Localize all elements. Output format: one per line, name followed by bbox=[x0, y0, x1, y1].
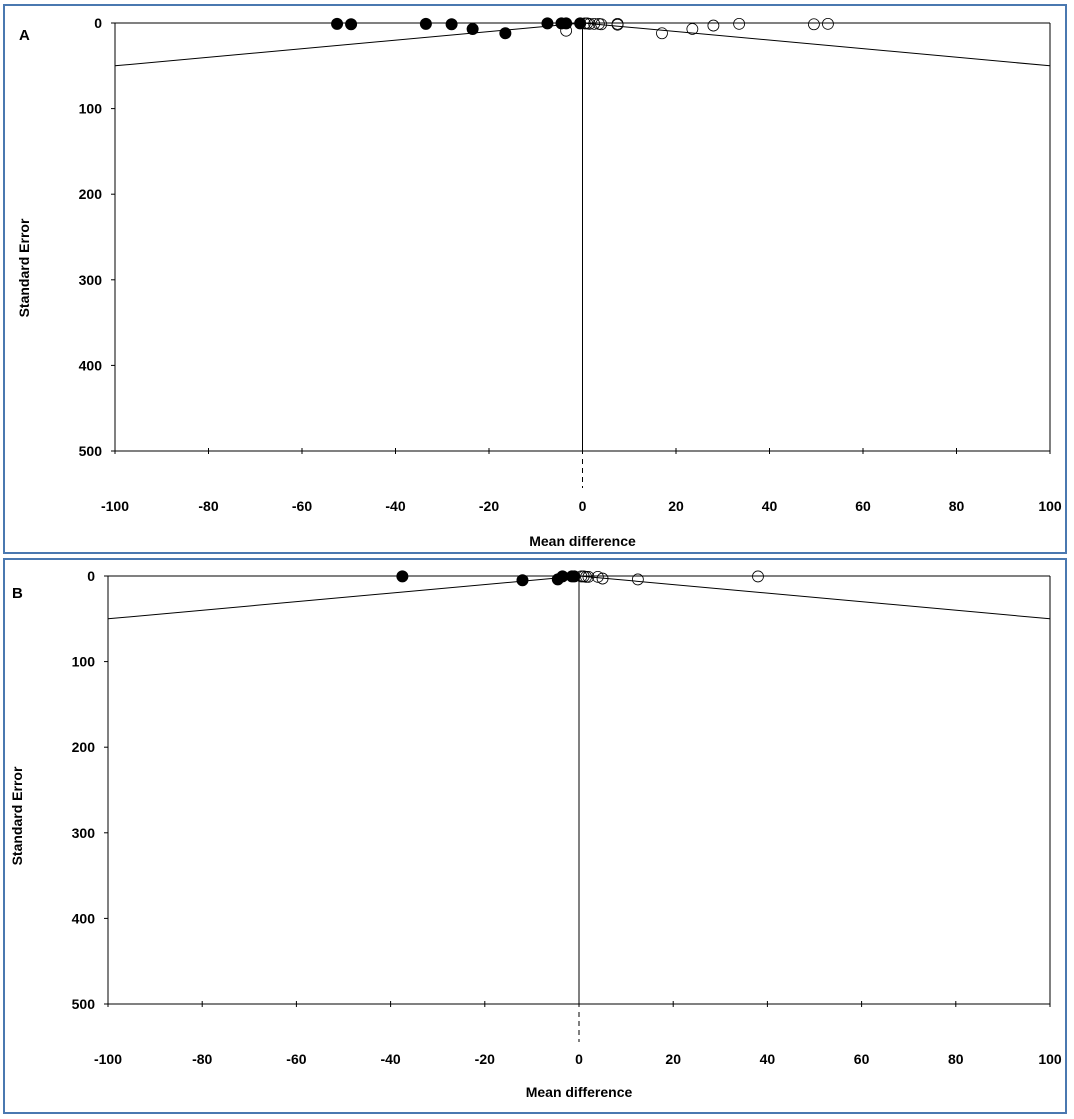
x-axis-title: Mean difference bbox=[526, 1084, 633, 1100]
x-axis-title: Mean difference bbox=[529, 533, 636, 549]
data-point-open bbox=[578, 17, 591, 30]
x-tick-label: 100 bbox=[1038, 498, 1062, 514]
data-point-open bbox=[583, 17, 596, 30]
x-tick-label: -60 bbox=[292, 498, 312, 514]
x-tick-label: 0 bbox=[579, 498, 587, 514]
data-point-open bbox=[596, 572, 609, 585]
data-point-open bbox=[591, 570, 604, 583]
data-point-filled bbox=[345, 18, 358, 31]
data-point-open bbox=[822, 17, 834, 30]
y-tick-label: 100 bbox=[79, 101, 103, 117]
funnel-right-line bbox=[582, 22, 1051, 67]
data-point-open bbox=[560, 24, 573, 37]
x-tick-label: 0 bbox=[575, 1051, 583, 1067]
data-point-open bbox=[575, 570, 588, 583]
x-tick-label: -100 bbox=[94, 1051, 122, 1067]
x-tick-label: 20 bbox=[665, 1051, 681, 1067]
y-tick-label: 100 bbox=[72, 654, 96, 670]
x-tick-label: 60 bbox=[854, 1051, 870, 1067]
y-axis-title: Standard Error bbox=[9, 766, 25, 865]
y-tick-label: 200 bbox=[72, 739, 96, 755]
panel-label-b: B bbox=[12, 585, 23, 602]
x-tick-label: -40 bbox=[380, 1051, 400, 1067]
data-point-filled bbox=[499, 27, 512, 40]
y-tick-label: 0 bbox=[87, 568, 95, 584]
data-point-open bbox=[656, 27, 668, 40]
x-tick-label: -80 bbox=[192, 1051, 212, 1067]
x-tick-label: -20 bbox=[479, 498, 499, 514]
data-point-open bbox=[752, 570, 764, 583]
data-point-open bbox=[631, 573, 644, 586]
data-point-filled bbox=[445, 18, 458, 31]
data-point-open bbox=[707, 19, 720, 32]
x-tick-label: -20 bbox=[475, 1051, 495, 1067]
x-tick-label: 80 bbox=[948, 1051, 964, 1067]
y-tick-label: 400 bbox=[72, 910, 96, 926]
x-tick-label: -80 bbox=[198, 498, 218, 514]
funnel-right-line bbox=[578, 575, 1051, 620]
y-tick-label: 400 bbox=[79, 357, 103, 373]
y-tick-label: 500 bbox=[79, 443, 103, 459]
chart-panel-b: B 0 100 200 300 400 500 -100 -80 -60 -40 -20 0 20 40 60… bbox=[3, 558, 1067, 1114]
x-tick-label: 20 bbox=[668, 498, 684, 514]
y-tick-label: 300 bbox=[72, 825, 96, 841]
y-axis-title: Standard Error bbox=[16, 218, 32, 317]
data-point-open bbox=[808, 18, 820, 31]
funnel-plot-a: A 0 100 200 300 400 500 -100 -80 -60 -40 -20 0 20 40 60… bbox=[16, 15, 1062, 549]
x-tick-label: 80 bbox=[949, 498, 965, 514]
x-tick-label: -60 bbox=[286, 1051, 306, 1067]
y-tick-label: 300 bbox=[79, 272, 103, 288]
y-tick-label: 200 bbox=[79, 186, 103, 202]
data-point-filled bbox=[396, 570, 409, 583]
data-point-filled bbox=[419, 17, 432, 30]
y-tick-label: 500 bbox=[72, 996, 96, 1012]
x-tick-label: 100 bbox=[1038, 1051, 1062, 1067]
data-point-filled bbox=[516, 574, 529, 587]
funnel-left-line bbox=[107, 575, 580, 620]
data-point-filled bbox=[541, 17, 554, 30]
data-point-open bbox=[686, 23, 699, 35]
x-tick-label: 40 bbox=[762, 498, 778, 514]
data-point-filled bbox=[574, 17, 587, 30]
x-tick-label: 60 bbox=[855, 498, 871, 514]
data-point-open bbox=[588, 17, 601, 30]
data-point-filled bbox=[466, 22, 479, 35]
panel-label-a: A bbox=[19, 27, 30, 44]
y-tick-label: 0 bbox=[94, 15, 102, 31]
x-tick-label: 40 bbox=[760, 1051, 776, 1067]
x-tick-label: -40 bbox=[385, 498, 405, 514]
data-point-open bbox=[595, 18, 608, 31]
chart-panel-a: A 0 100 200 300 400 500 -100 -80 -60 -40 -20 0 20 40 60… bbox=[3, 4, 1067, 554]
funnel-plot-b: B 0 100 200 300 400 500 -100 -80 -60 -40 -20 0 20 40 60… bbox=[9, 568, 1062, 1100]
data-point-open bbox=[733, 17, 746, 30]
data-point-open bbox=[582, 570, 595, 583]
data-point-open bbox=[580, 570, 592, 583]
data-point-open bbox=[611, 18, 624, 31]
data-point-filled bbox=[331, 17, 344, 30]
x-tick-label: -100 bbox=[101, 498, 129, 514]
